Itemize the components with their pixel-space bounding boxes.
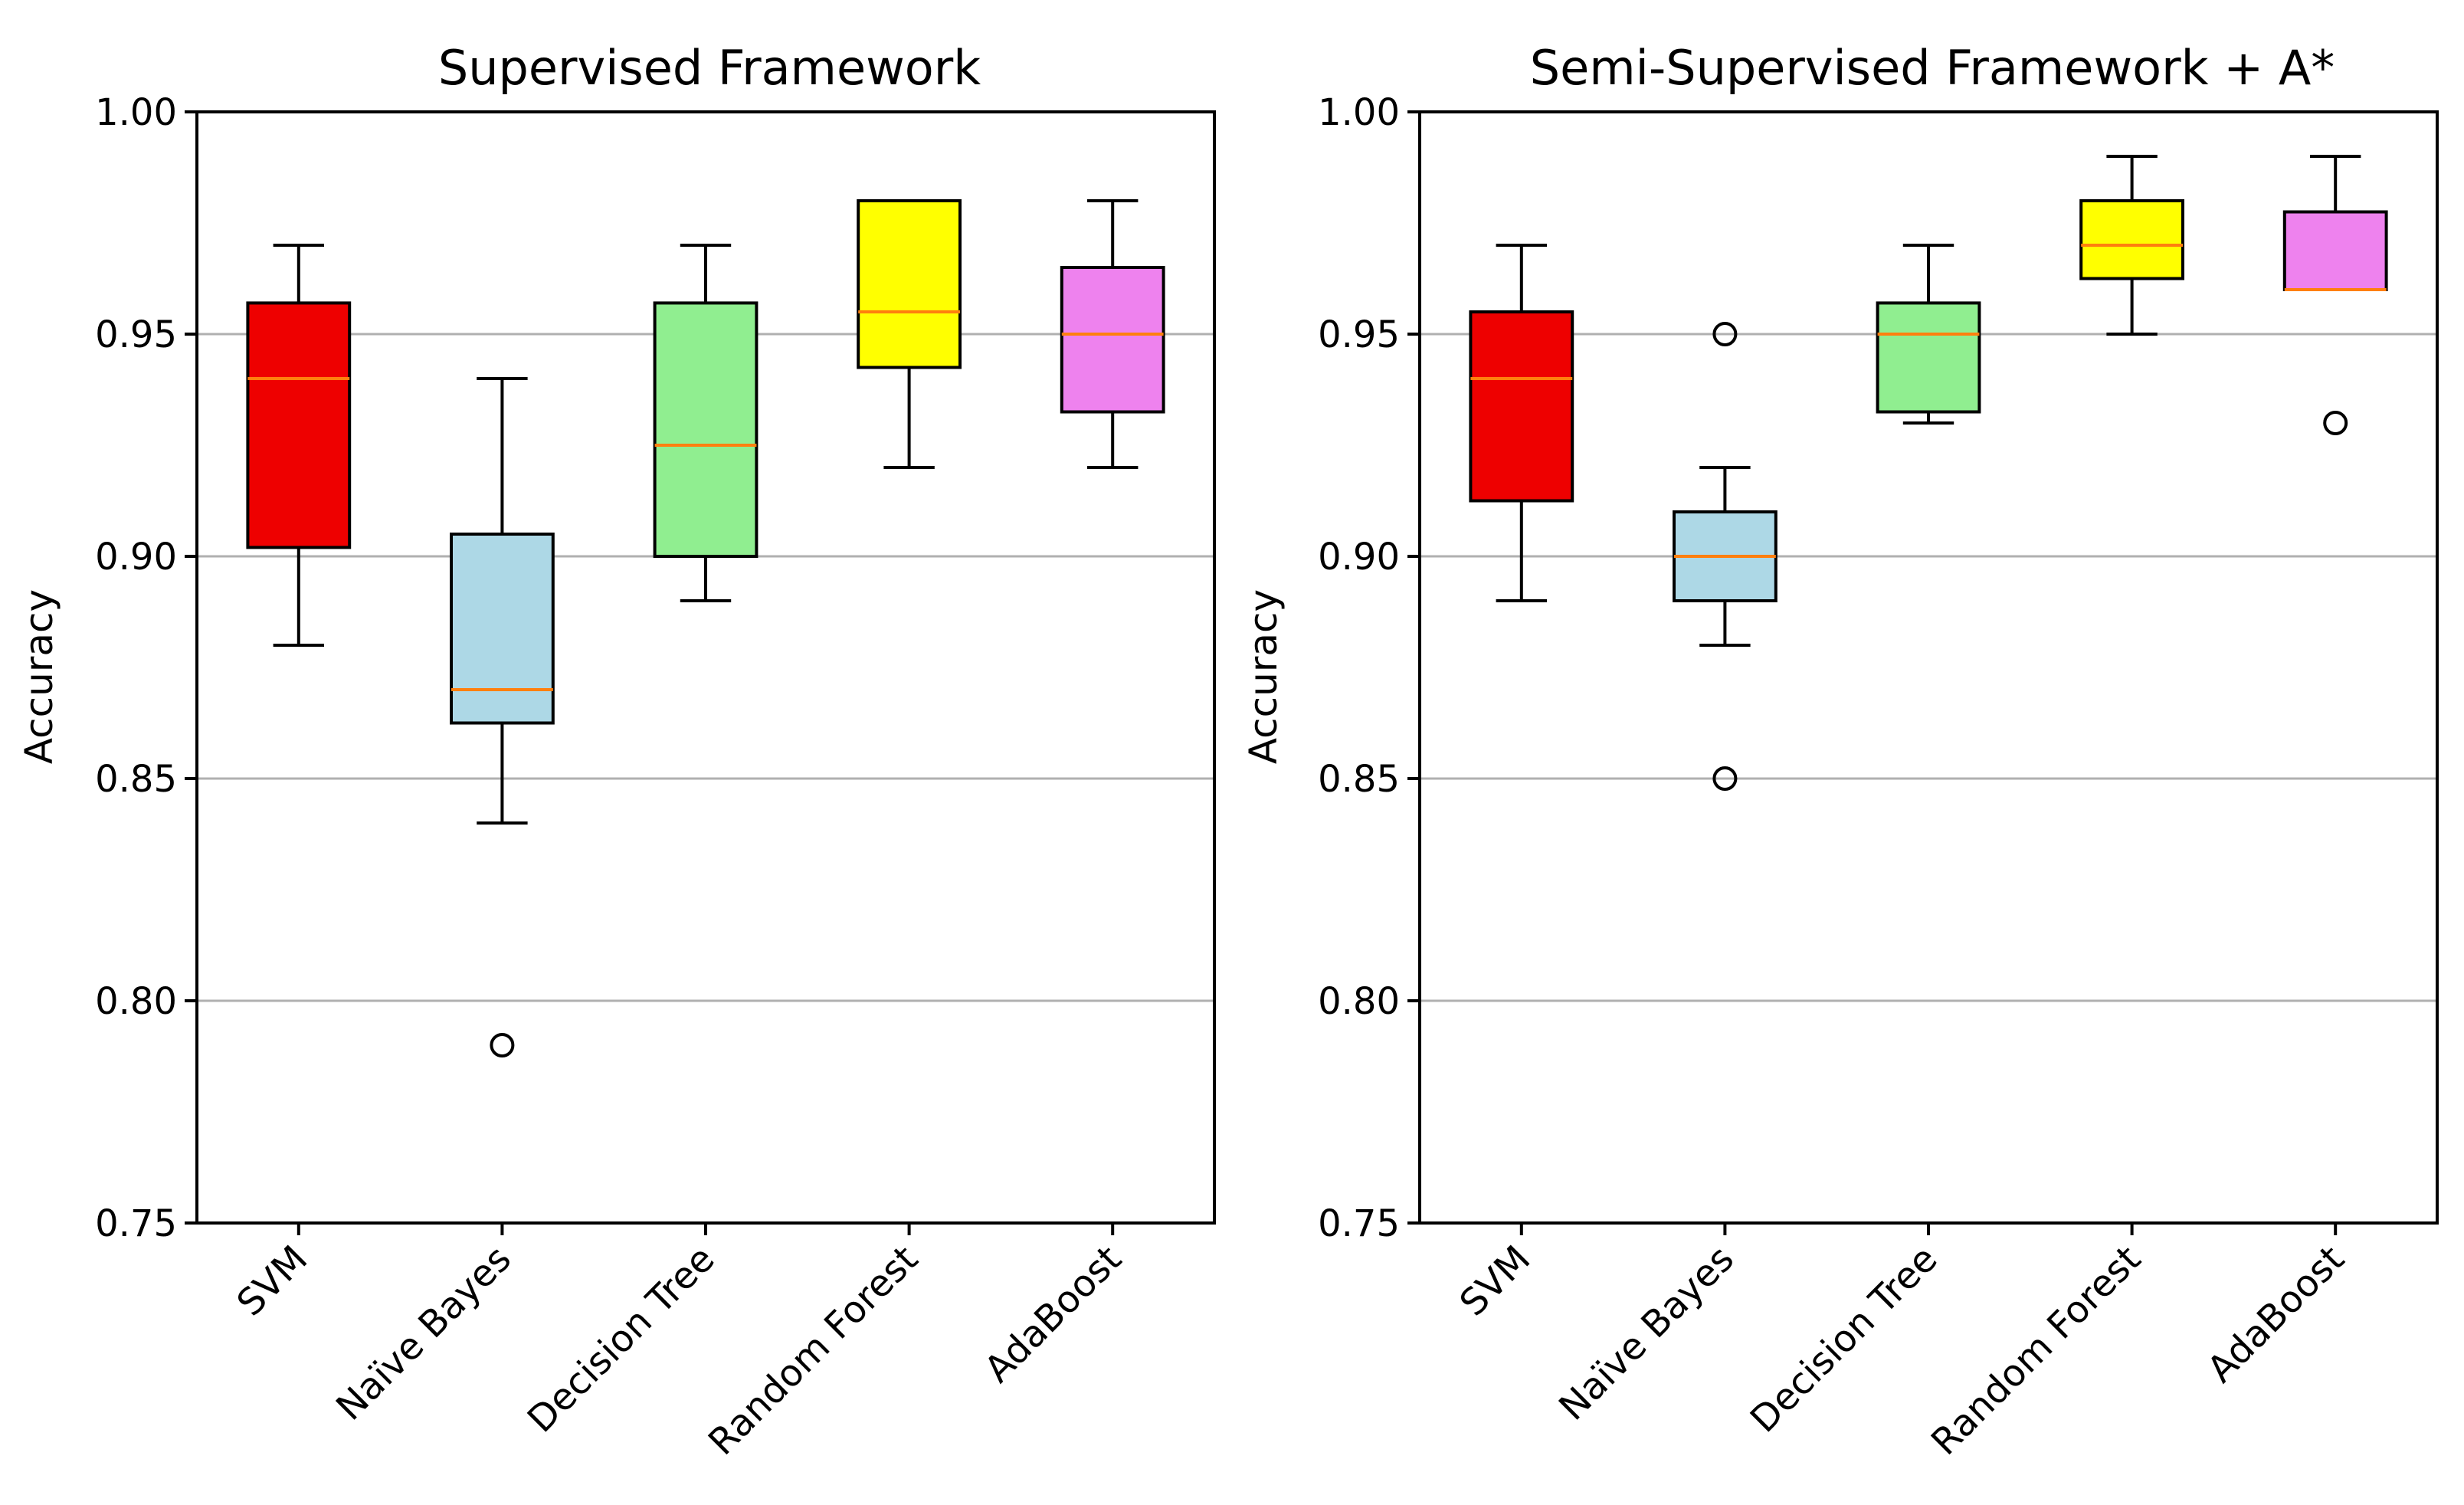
chart-title: Supervised Framework (438, 40, 981, 96)
iqr-box (857, 199, 962, 369)
box-decision-tree (1876, 244, 1981, 425)
box-na-ve-bayes (450, 377, 555, 1057)
x-tick-label: Decision Tree (1742, 1238, 1946, 1441)
iqr-box (1060, 266, 1165, 414)
box-adaboost (1060, 199, 1165, 469)
box-na-ve-bayes (1673, 322, 1778, 791)
outlier-point (1712, 322, 1738, 346)
y-ticks: 0.75 0.80 0.85 0.90 0.95 1.00 (1318, 91, 1420, 1245)
panel-semi-supervised: Semi-Supervised Framework + A* Accuracy … (1241, 40, 2439, 1464)
box-decision-tree (653, 244, 759, 602)
x-tick-label: Naïve Bayes (328, 1238, 519, 1429)
x-tick-label: SVM (229, 1238, 316, 1325)
iqr-box (246, 301, 352, 549)
x-tick-label: Naïve Bayes (1551, 1238, 1742, 1429)
chart-title: Semi-Supervised Framework + A* (1530, 40, 2335, 96)
outlier-point (490, 1033, 515, 1057)
box-random-forest (2079, 155, 2184, 336)
y-tick-label: 0.80 (1318, 980, 1400, 1023)
outlier-point (1712, 766, 1738, 791)
x-tick-label: Random Forest (1923, 1238, 2149, 1464)
x-tick-label: Decision Tree (519, 1238, 723, 1441)
y-tick-label: 0.75 (95, 1202, 177, 1245)
x-tick-label: AdaBoost (976, 1238, 1129, 1391)
y-tick-label: 1.00 (1318, 91, 1400, 134)
panel-supervised: Supervised Framework Accuracy 0.750.800.… (17, 40, 1216, 1464)
outlier-point (2323, 411, 2348, 435)
x-tick-label: SVM (1452, 1238, 1539, 1325)
box-svm (246, 244, 352, 647)
y-tick-label: 0.95 (1318, 313, 1400, 356)
y-tick-label: 0.90 (95, 536, 177, 579)
y-ticks: 0.75 0.80 0.85 0.90 0.95 1.00 (95, 91, 197, 1245)
boxes (1469, 155, 2388, 791)
box-adaboost (2282, 155, 2388, 435)
y-axis-label: Accuracy (1241, 589, 1286, 764)
iqr-box (1876, 301, 1981, 414)
y-tick-label: 0.75 (1318, 1202, 1400, 1245)
x-tick-label: Random Forest (700, 1238, 926, 1464)
y-tick-label: 0.85 (1318, 758, 1400, 801)
y-tick-label: 1.00 (95, 91, 177, 134)
iqr-box (2282, 210, 2388, 291)
y-tick-label: 0.90 (1318, 536, 1400, 579)
iqr-box (653, 301, 759, 558)
y-axis-label: Accuracy (17, 589, 61, 764)
iqr-box (1469, 310, 1574, 503)
boxes (246, 199, 1165, 1057)
iqr-box (450, 533, 555, 725)
y-tick-label: 0.85 (95, 758, 177, 801)
box-random-forest (857, 199, 962, 469)
y-tick-label: 0.80 (95, 980, 177, 1023)
box-svm (1469, 244, 1574, 602)
iqr-box (2079, 199, 2184, 280)
x-tick-label: AdaBoost (2199, 1238, 2352, 1391)
y-tick-label: 0.95 (95, 313, 177, 356)
